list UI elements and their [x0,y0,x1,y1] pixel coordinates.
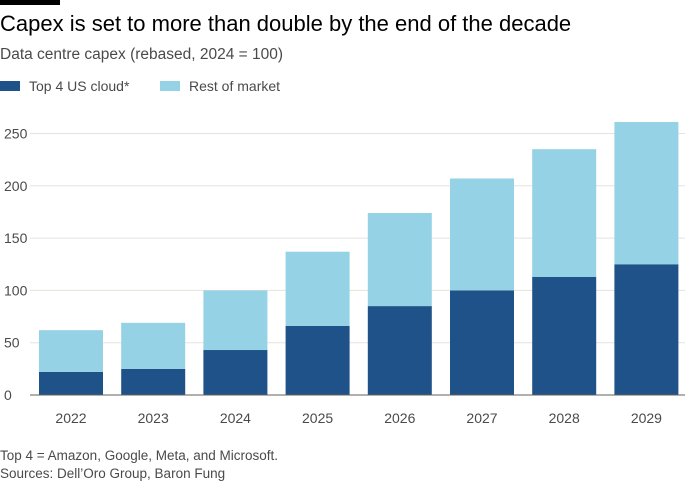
bar-rest-of-market [285,251,350,326]
bar-rest-of-market [614,121,679,265]
bar-top4-us-cloud [532,276,597,395]
bar-rest-of-market [39,330,103,372]
y-tick-label: 100 [4,282,28,298]
footnote: Top 4 = Amazon, Google, Meta, and Micros… [0,448,279,463]
bar-rest-of-market [532,149,597,277]
x-tick-label: 2028 [549,410,580,426]
sources: Sources: Dell’Oro Group, Baron Fung [0,466,226,481]
bar-rest-of-market [450,178,514,291]
bar-top4-us-cloud [203,350,268,395]
chart-subtitle: Data centre capex (rebased, 2024 = 100) [0,46,284,63]
y-tick-label: 150 [4,230,28,246]
bar-top4-us-cloud [39,371,103,395]
legend-swatch-top4 [0,81,20,91]
chart-plot: 0 50 100 150 200 250 2022 2023 2024 2025 2026 2027 2… [4,121,685,426]
y-tick-label: 250 [4,126,28,142]
x-tick-label: 2026 [384,410,415,426]
bar-rest-of-market [203,290,268,351]
y-tick-label: 200 [4,178,28,194]
legend-item-rest: Rest of market [160,78,280,94]
brand-bar [0,0,60,5]
legend-swatch-rest [160,81,180,91]
bar-rest-of-market [367,212,432,307]
legend-label-top4: Top 4 US cloud* [29,78,130,94]
chart-title: Capex is set to more than double by the … [0,11,572,36]
y-tick-label: 50 [4,335,20,351]
bar-top4-us-cloud [614,264,679,395]
x-tick-label: 2024 [220,410,251,426]
x-tick-label: 2023 [138,410,169,426]
x-tick-label: 2029 [631,410,662,426]
legend-item-top4: Top 4 US cloud* [0,78,129,94]
bar-rest-of-market [121,322,186,369]
bar-top4-us-cloud [285,325,350,395]
bar-top4-us-cloud [367,306,432,395]
y-tick-label: 0 [4,387,12,403]
legend-label-rest: Rest of market [189,78,281,94]
x-tick-label: 2027 [466,410,497,426]
x-tick-label: 2025 [302,410,333,426]
bar-top4-us-cloud [450,290,514,395]
x-tick-label: 2022 [55,410,86,426]
bar-top4-us-cloud [121,368,186,395]
